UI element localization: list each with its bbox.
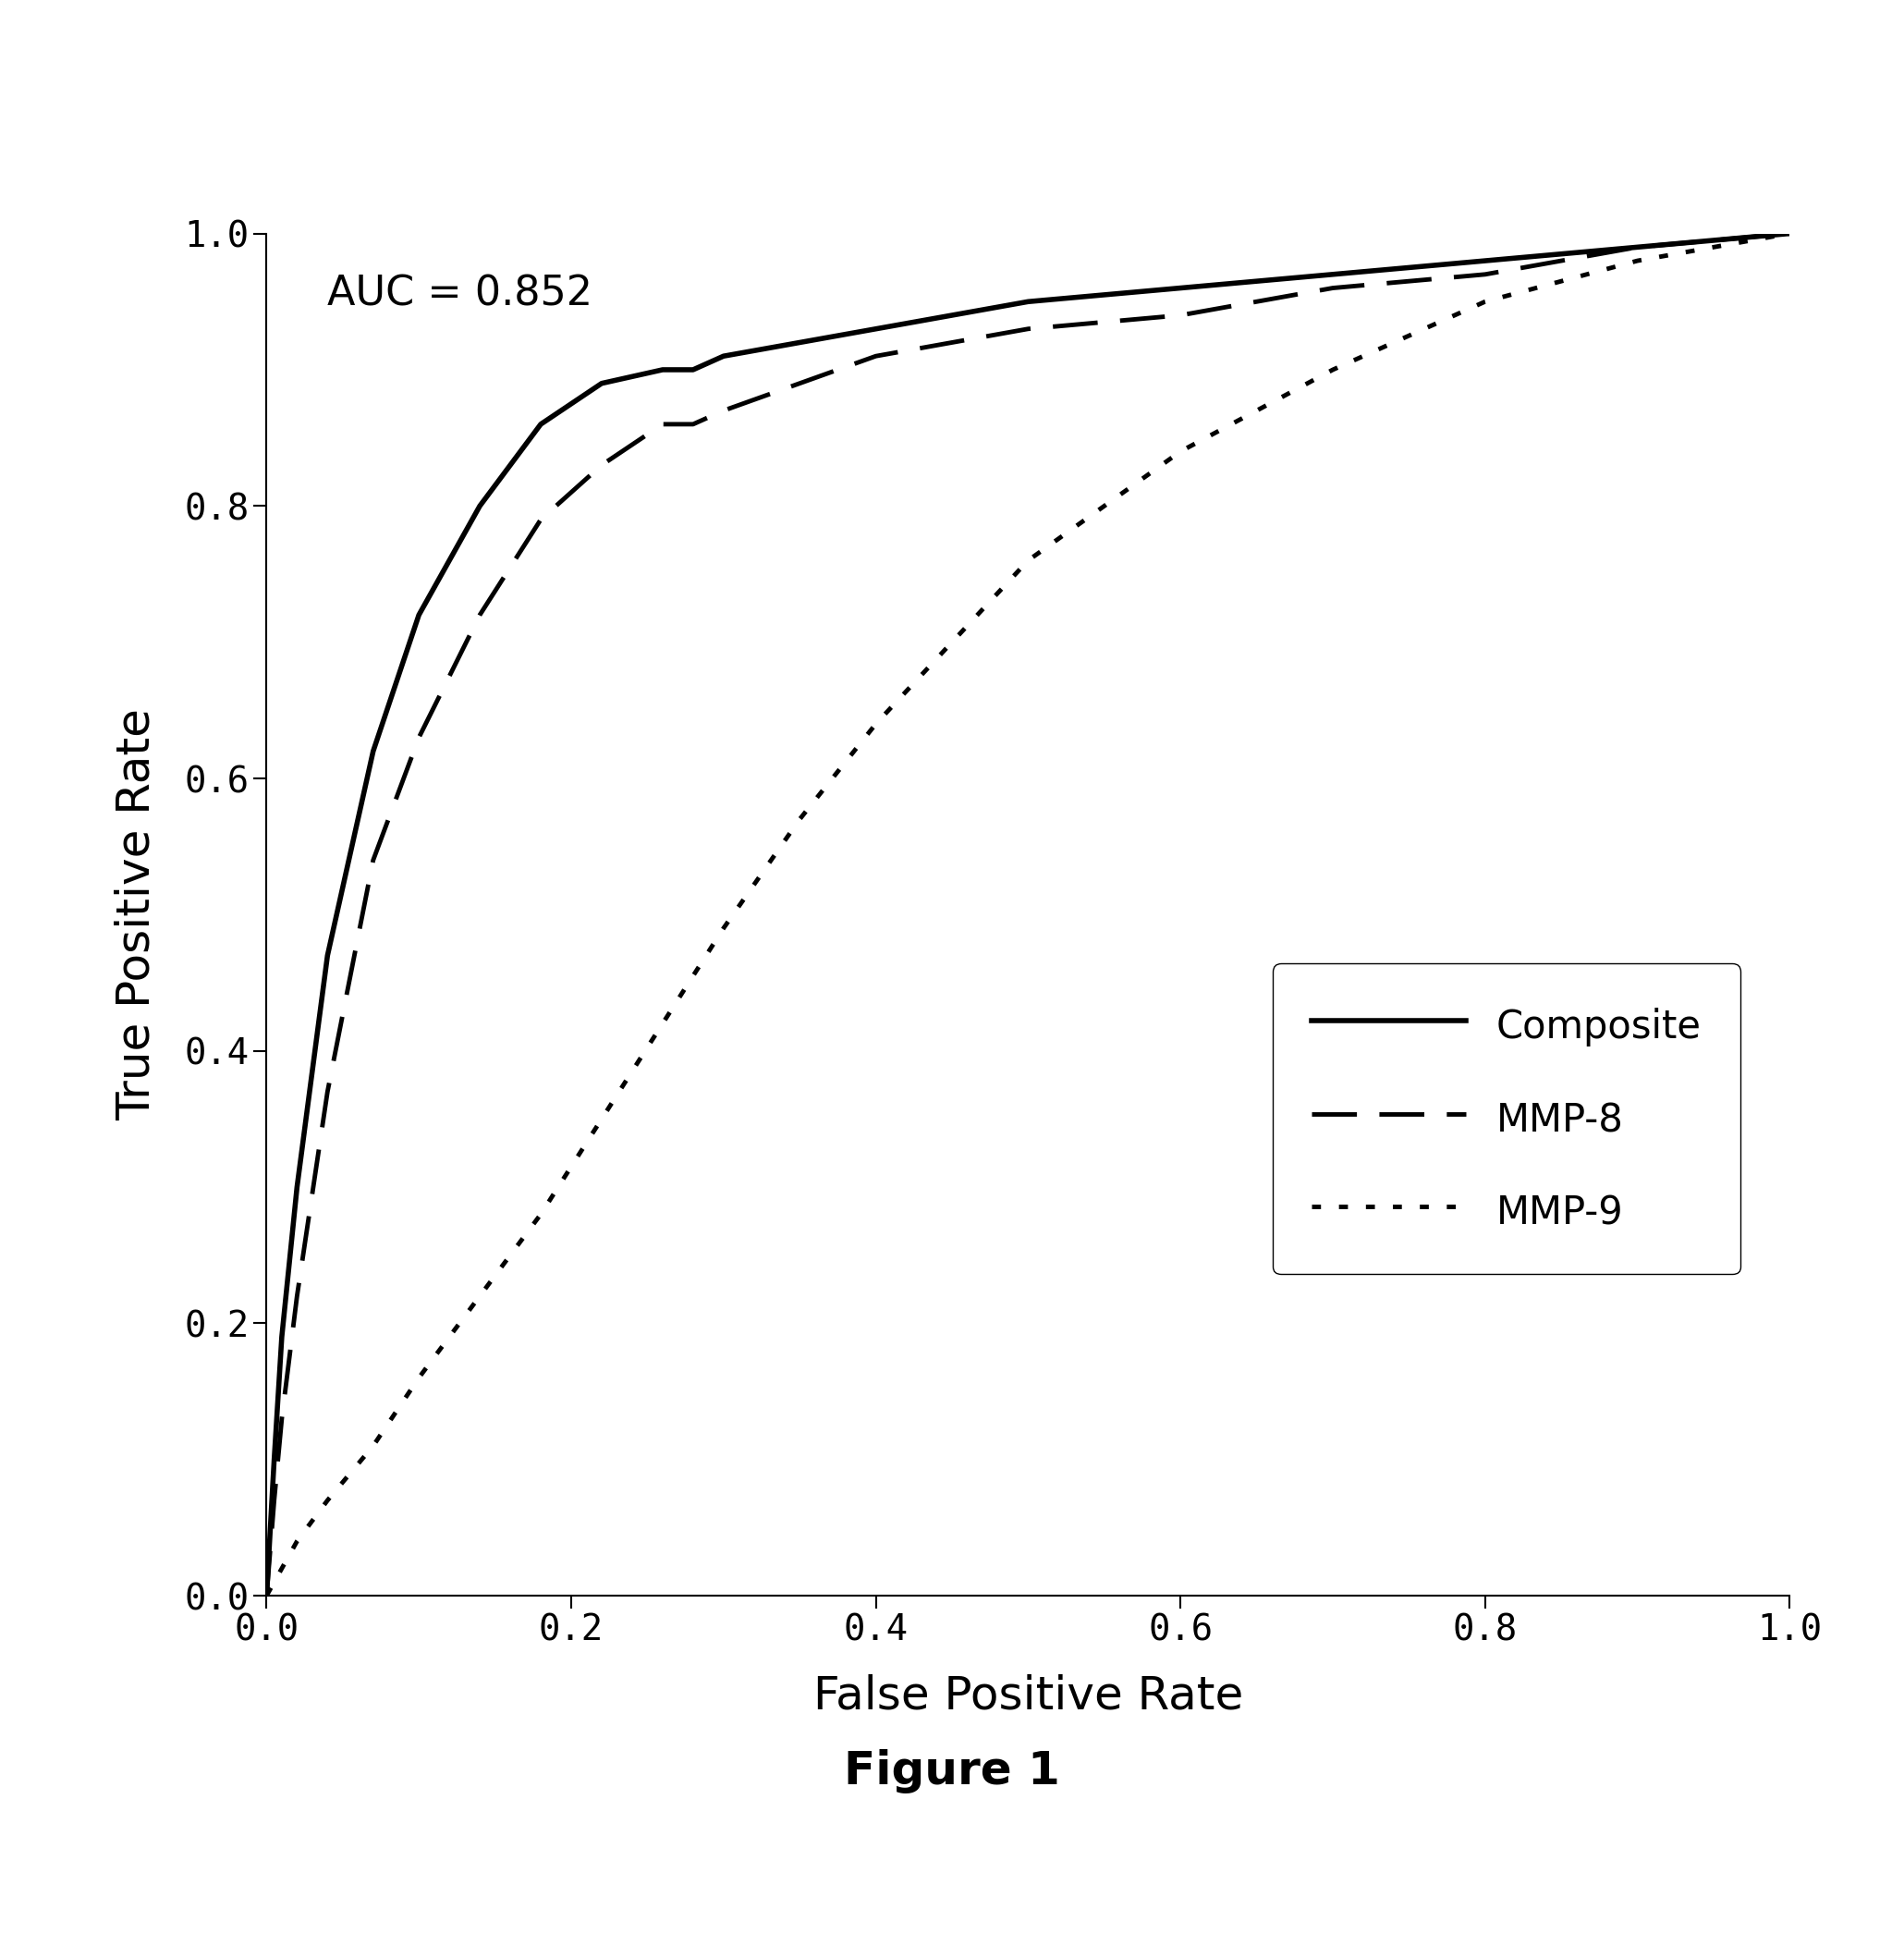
MMP-8 [651, 413, 674, 436]
Text: AUC = 0.852: AUC = 0.852 [327, 274, 592, 313]
MMP-8 [864, 344, 887, 368]
Legend: Composite, MMP-8, MMP-9: Composite, MMP-8, MMP-9 [1274, 963, 1740, 1275]
Line: Composite: Composite [267, 234, 1790, 1596]
X-axis label: False Positive Rate: False Positive Rate [813, 1674, 1243, 1718]
Composite [255, 1584, 278, 1607]
Composite [1017, 290, 1040, 313]
MMP-9 [1321, 358, 1344, 381]
MMP-8 [316, 1080, 339, 1103]
Composite [529, 413, 552, 436]
MMP-8 [1321, 276, 1344, 300]
Composite [864, 317, 887, 341]
Composite [682, 358, 704, 381]
Composite [788, 331, 811, 354]
MMP-9 [270, 1557, 293, 1580]
MMP-9 [1778, 222, 1801, 245]
MMP-9 [590, 1107, 613, 1131]
MMP-9 [1474, 290, 1497, 313]
MMP-8 [286, 1284, 308, 1308]
MMP-8 [362, 848, 385, 872]
MMP-9 [1017, 549, 1040, 572]
Composite [590, 372, 613, 395]
MMP-9 [864, 712, 887, 736]
MMP-8 [407, 726, 430, 749]
MMP-8 [468, 603, 491, 627]
MMP-8 [1778, 222, 1801, 245]
Composite [1169, 276, 1192, 300]
MMP-9 [255, 1584, 278, 1607]
MMP-8 [1626, 235, 1649, 259]
MMP-8 [590, 453, 613, 477]
MMP-8 [712, 399, 735, 422]
MMP-8 [529, 508, 552, 531]
MMP-9 [651, 1012, 674, 1035]
Text: Figure 1: Figure 1 [843, 1749, 1061, 1792]
MMP-8 [788, 372, 811, 395]
MMP-8 [263, 1489, 286, 1512]
Y-axis label: True Positive Rate: True Positive Rate [114, 708, 158, 1121]
MMP-9 [407, 1366, 430, 1389]
Composite [1474, 249, 1497, 272]
MMP-8 [270, 1407, 293, 1430]
Composite [651, 358, 674, 381]
Composite [286, 1175, 308, 1199]
Line: MMP-9: MMP-9 [267, 234, 1790, 1596]
Composite [712, 344, 735, 368]
Composite [1778, 222, 1801, 245]
Composite [1626, 235, 1649, 259]
MMP-8 [1474, 263, 1497, 286]
MMP-9 [712, 917, 735, 940]
MMP-9 [286, 1530, 308, 1553]
Composite [468, 494, 491, 518]
MMP-9 [1169, 440, 1192, 463]
MMP-9 [529, 1203, 552, 1226]
MMP-9 [1626, 249, 1649, 272]
MMP-9 [362, 1434, 385, 1458]
MMP-9 [468, 1284, 491, 1308]
MMP-9 [316, 1489, 339, 1512]
Composite [407, 603, 430, 627]
Composite [263, 1448, 286, 1471]
MMP-8 [1169, 304, 1192, 327]
Line: MMP-8: MMP-8 [267, 234, 1790, 1596]
Composite [316, 944, 339, 967]
Composite [270, 1325, 293, 1349]
Composite [1321, 263, 1344, 286]
MMP-8 [682, 413, 704, 436]
Composite [362, 739, 385, 763]
MMP-9 [788, 808, 811, 831]
MMP-8 [1017, 317, 1040, 341]
MMP-8 [255, 1584, 278, 1607]
